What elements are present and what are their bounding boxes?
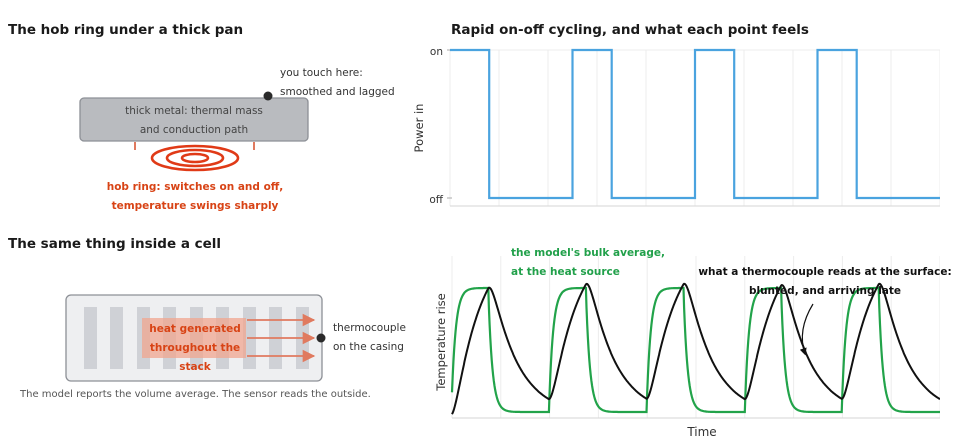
cell-layer — [110, 307, 123, 369]
thermocouple-label-line-1: thermocouple — [333, 322, 406, 334]
hob-ring-inner — [180, 152, 210, 164]
surface-annotation-arrow — [799, 303, 814, 356]
heat-label-line-2: throughout the stack — [149, 342, 241, 373]
pan-body — [79, 97, 309, 142]
touch-label: you touch here: smoothed and lagged — [280, 64, 395, 102]
ring-label-line-1: hob ring: switches on and off, — [106, 181, 284, 193]
power-series-line — [450, 48, 940, 200]
hob-ring-middle — [165, 148, 225, 168]
surface-series-line — [451, 282, 940, 415]
cell-layer — [84, 307, 97, 369]
thermocouple-dot — [316, 333, 326, 343]
temp-ylabel: Temperature rise — [434, 293, 448, 392]
touch-point-dot — [263, 91, 273, 101]
temp-xlabel: Time — [686, 425, 716, 439]
bulk-label-line-2: at the heat source — [511, 266, 620, 278]
touch-label-line-1: you touch here: — [280, 67, 363, 79]
thermocouple-label: thermocouple on the casing — [333, 319, 406, 357]
bulk-series-line — [450, 286, 940, 414]
bulk-label-line-1: the model's bulk average, — [511, 247, 665, 259]
thermocouple-label-line-2: on the casing — [333, 341, 404, 353]
pan-diagram — [79, 91, 309, 172]
ring-label: hob ring: switches on and off, temperatu… — [95, 178, 295, 216]
surface-label-line-2: blunted, and arriving late — [748, 285, 902, 297]
surface-label-line-1: what a thermocouple reads at the surface… — [698, 266, 952, 278]
heat-zone — [142, 318, 246, 358]
pan-heading: The hob ring under a thick pan — [8, 22, 244, 38]
power-chart: on off Power in — [412, 46, 940, 207]
power-tick-off: off — [429, 194, 443, 206]
power-ylabel: Power in — [412, 104, 426, 153]
touch-label-line-2: smoothed and lagged — [280, 86, 395, 98]
cell-footer: The model reports the volume average. Th… — [20, 389, 371, 400]
cell-heading: The same thing inside a cell — [8, 236, 222, 252]
power-heading: Rapid on-off cycling, and what each poin… — [451, 22, 809, 38]
temperature-chart: Temperature rise Time — [434, 256, 940, 439]
pan-label-line-2: and conduction path — [139, 124, 249, 136]
cell-diagram — [65, 294, 326, 382]
pan-label-line-1: thick metal: thermal mass — [125, 105, 263, 117]
ring-label-line-2: temperature swings sharply — [111, 200, 279, 212]
pan-label: thick metal: thermal mass and conduction… — [80, 102, 308, 140]
power-tick-on: on — [430, 46, 443, 58]
heat-label: heat generated throughout the stack — [135, 320, 255, 377]
heat-label-line-1: heat generated — [149, 323, 241, 335]
bulk-label: the model's bulk average, at the heat so… — [511, 244, 665, 282]
hob-ring-outer — [150, 144, 240, 172]
surface-label: what a thermocouple reads at the surface… — [690, 263, 960, 301]
